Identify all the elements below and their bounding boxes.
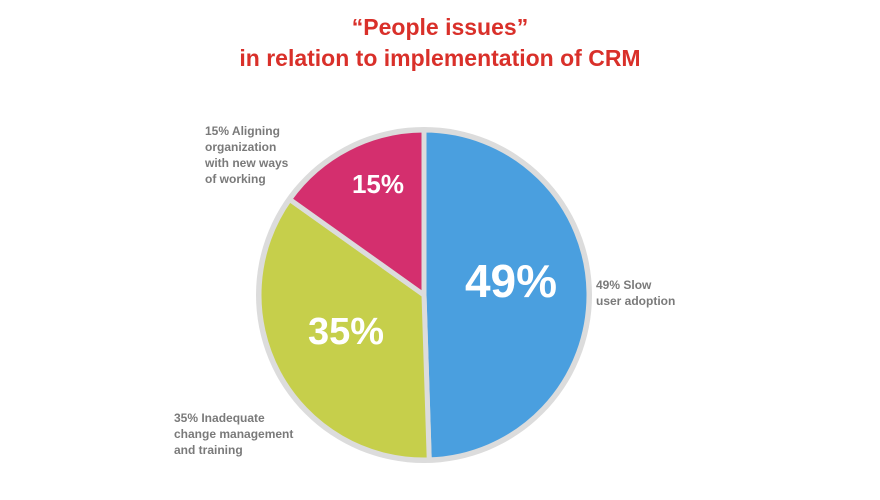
- chart-title: “People issues” in relation to implement…: [0, 12, 880, 74]
- pie-slice-inadequate-change-management-and-training: [256, 196, 432, 463]
- slice-value-label-inadequate-change-management-and-training: 35%: [308, 311, 384, 353]
- chart-title-line-1: “People issues”: [351, 14, 529, 40]
- chart-title-line-2: in relation to implementation of CRM: [239, 45, 641, 71]
- callout-slow-user-adoption: 49% Slow user adoption: [596, 278, 676, 308]
- callout-aligning-organization: 15% Aligning organization with new ways …: [205, 124, 289, 186]
- slice-value-label-aligning-organization-with-new-ways-of-working: 15%: [352, 169, 404, 199]
- slice-value-label-slow-user-adoption: 49%: [465, 255, 557, 307]
- pie-slice-slow-user-adoption: [421, 127, 592, 463]
- callout-inadequate-change-management: 35% Inadequate change management and tra…: [174, 411, 294, 457]
- pie-slice-aligning-organization-with-new-ways-of-working: [287, 127, 427, 298]
